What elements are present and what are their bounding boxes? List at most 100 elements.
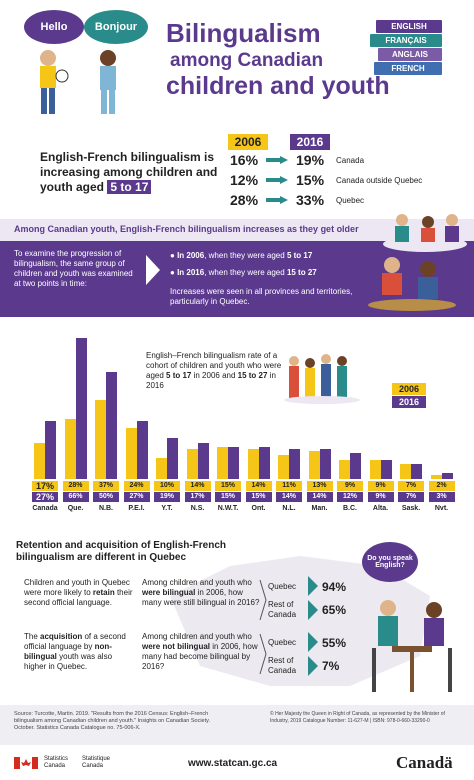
bar-2016 <box>228 446 239 479</box>
row2-2006: 12% <box>230 172 259 188</box>
data-label-2006: 14% <box>245 481 272 491</box>
category-label: B.C. <box>343 505 357 512</box>
category-label: N.L. <box>282 505 296 512</box>
summary-text: English-French bilingualism is increasin… <box>40 150 220 195</box>
category-label: Alta. <box>372 505 389 512</box>
row3-region: Quebec <box>336 196 365 205</box>
p2-d: non-bilingual <box>24 642 112 661</box>
method-text: To examine the progression of bilinguali… <box>14 249 133 288</box>
book-francais: FRANÇAIS <box>370 34 442 47</box>
category-label: Ont. <box>251 505 266 512</box>
data-label-2006: 28% <box>62 481 89 491</box>
bar-2016 <box>258 446 270 479</box>
retain-paragraph: Children and youth in Quebec were more l… <box>24 578 134 608</box>
result3-region: Quebec <box>268 638 297 647</box>
arrow-icon <box>266 156 288 164</box>
data-label-2016: 27% <box>32 492 58 502</box>
data-label-2016: 3% <box>428 492 455 502</box>
p1-b: retain <box>92 588 115 597</box>
row1-2016: 19% <box>296 152 325 168</box>
band-title: Among Canadian youth, English-French bil… <box>0 219 474 241</box>
data-label-2016: 14% <box>306 492 333 502</box>
bar-2006 <box>34 442 45 479</box>
bar-2006 <box>430 474 442 479</box>
bar-2006 <box>217 446 228 479</box>
category-label: Y.T. <box>161 505 173 512</box>
data-label-2006: 13% <box>306 481 333 491</box>
source-text: Source: Turcotte, Martin. 2019. "Results… <box>14 711 210 731</box>
chart-title-part-5: in 2016 <box>146 371 276 390</box>
data-label-2016: 12% <box>337 492 363 502</box>
data-label-2016: 14% <box>276 492 302 502</box>
bar-2016 <box>136 421 148 479</box>
category-label: N.B. <box>99 505 113 512</box>
chart-title-part-2: 5 to 17 <box>166 371 192 380</box>
data-label-2006: 11% <box>276 481 302 491</box>
q1-c: in 2006, how many were still bilingual i… <box>142 588 260 607</box>
q2-a: Among children and youth who <box>142 632 252 641</box>
p2-c: of a second official language by <box>24 632 126 651</box>
row1-region: Canada <box>336 156 365 165</box>
speech-bubble-text: Do you speak English? <box>367 555 413 569</box>
agency-en: Statistics Canada <box>44 756 69 769</box>
row2-2016: 15% <box>296 172 325 188</box>
bullet-2006: ● In 2006, when they were aged 5 to 17 <box>170 251 313 260</box>
age-range-badge: 5 to 17 <box>107 180 152 194</box>
data-label-2006: 24% <box>123 481 150 491</box>
bar-2006 <box>95 399 106 479</box>
arrow-icon <box>266 196 288 204</box>
summary-line-3: youth aged 5 to 17 <box>40 180 220 195</box>
people-illustration <box>368 257 456 311</box>
data-label-2006: 2% <box>428 481 455 491</box>
chevron-right-icon <box>308 656 318 676</box>
category-label: Que. <box>67 505 84 512</box>
title-line-1: Bilingualism <box>166 18 321 48</box>
summary-section: English-French bilingualism is increasin… <box>0 120 474 220</box>
p2-a: The <box>24 632 41 641</box>
category-label: N.W.T. <box>217 505 239 512</box>
children-illustration <box>40 50 116 114</box>
row2-region: Canada outside Quebec <box>336 176 423 185</box>
question-retain: Among children and youth who were biling… <box>142 578 260 608</box>
chart-title: English–French bilingualism rate of a co… <box>146 351 286 391</box>
crowd-illustration <box>284 354 360 404</box>
chart-title-part-4: 15 to 27 <box>237 371 268 380</box>
summary-line-3-text: youth aged <box>40 180 105 194</box>
data-label-2006: 7% <box>398 481 424 491</box>
canada-flag-icon <box>14 757 38 769</box>
summary-line-1: English-French bilingualism is <box>40 150 215 164</box>
bar-2016 <box>380 459 392 479</box>
result1-value: 94% <box>322 580 347 594</box>
bonjour-text: Bonjour <box>94 21 138 33</box>
legend-2016: 2016 <box>392 396 426 408</box>
chevron-right-icon <box>308 632 318 652</box>
book-anglais: ANGLAIS <box>378 48 442 61</box>
bar-2016 <box>75 337 87 479</box>
bar-2006 <box>339 459 350 479</box>
p1-c: their second official language. <box>24 588 133 607</box>
bullet2-year: In 2016 <box>177 268 205 277</box>
category-label: Canada <box>32 505 58 512</box>
row3-2006: 28% <box>230 192 259 208</box>
legend-2006: 2006 <box>392 383 426 395</box>
arrow-icon <box>266 176 288 184</box>
website-link[interactable]: www.statcan.gc.ca <box>188 758 278 769</box>
retention-heading-2: bilingualism are different in Quebec <box>16 552 187 563</box>
bar-2006 <box>278 455 289 479</box>
result3-value: 55% <box>322 636 347 650</box>
data-label-2006: 10% <box>154 481 180 491</box>
data-label-2016: 17% <box>184 492 211 502</box>
category-label: Nvt. <box>434 505 449 512</box>
category-label: P.E.I. <box>128 505 145 512</box>
canada-wordmark: Canadä <box>396 753 453 772</box>
copyright-text: © Her Majesty the Queen in Right of Cana… <box>270 711 445 724</box>
bar-2006 <box>156 457 167 479</box>
data-label-2006: 37% <box>93 481 119 491</box>
hello-bubble: Hello <box>24 10 84 44</box>
bonjour-bubble: Bonjour <box>84 10 148 44</box>
data-label-2006: 17% <box>32 481 58 491</box>
data-label-2016: 15% <box>245 492 272 502</box>
data-label-2016: 15% <box>215 492 241 502</box>
q1-a: Among children and youth who <box>142 578 252 587</box>
data-label-2006: 9% <box>367 481 394 491</box>
